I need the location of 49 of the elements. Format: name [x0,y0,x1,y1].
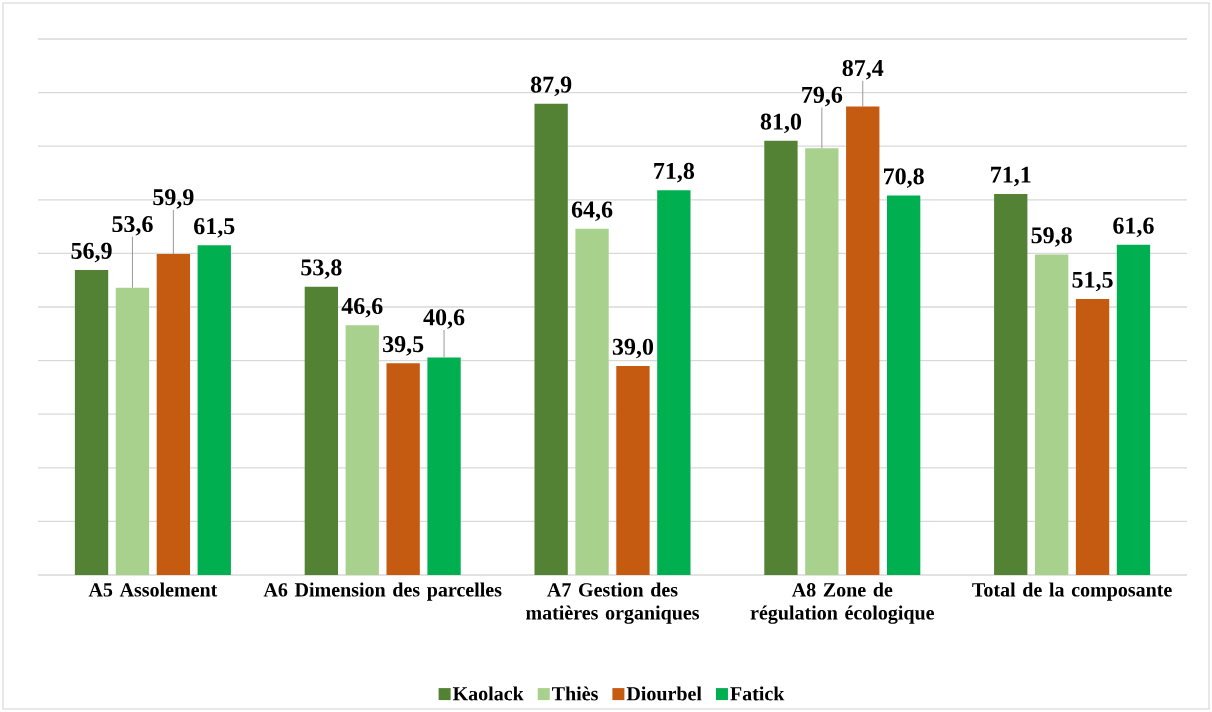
data-label: 59,9 [153,189,194,209]
bar [764,140,798,575]
data-label: 59,8 [1031,227,1072,247]
bar [657,190,691,575]
data-label: 64,6 [571,201,613,222]
data-label: 71,8 [654,162,695,183]
bar [534,103,568,575]
bar [115,287,150,575]
data-label: 51,5 [1072,271,1113,292]
bar [1116,244,1151,575]
data-label: 87,9 [530,76,572,97]
bar [846,106,880,575]
data-label: 61,6 [1113,217,1154,238]
data-label: 87,4 [842,59,884,80]
bar [156,253,191,575]
data-label: 53,8 [301,259,342,279]
data-label: 70,8 [884,168,924,188]
bar [74,270,109,575]
bar [345,325,379,575]
legend-label: Thiès [552,686,598,701]
data-label: 71,1 [991,166,1031,187]
bar [887,195,921,575]
bar [386,363,420,575]
legend-label: Kaolack [452,686,524,701]
data-label: 39,0 [612,338,654,359]
bar [427,357,461,575]
data-label: 46,6 [341,297,383,318]
data-label: 53,6 [112,215,153,236]
data-label: 79,6 [802,86,843,107]
bar [616,365,650,575]
data-label: 39,5 [383,336,424,356]
bar [575,228,609,575]
legend-label: Diourbel [626,686,702,701]
bar [197,245,231,575]
x-tick-label: A6 Dimension des parcelles [263,582,502,601]
bar [994,193,1028,575]
bar [805,148,839,575]
x-tick-label: A8 Zone de régulation écologique [750,582,935,624]
x-tick-label: A7 Gestion des matières organiques [526,582,700,624]
data-label: 40,6 [423,309,465,329]
bar [304,286,339,575]
x-tick-label: A5 Assolement [88,582,218,597]
legend-label: Fatick [730,686,785,701]
data-label: 56,9 [71,242,112,263]
bar [1034,254,1069,575]
data-label: 61,5 [194,218,235,238]
data-label: 81,0 [760,113,802,134]
x-tick-label: Total de la composante [972,582,1172,601]
bar [1075,298,1110,575]
